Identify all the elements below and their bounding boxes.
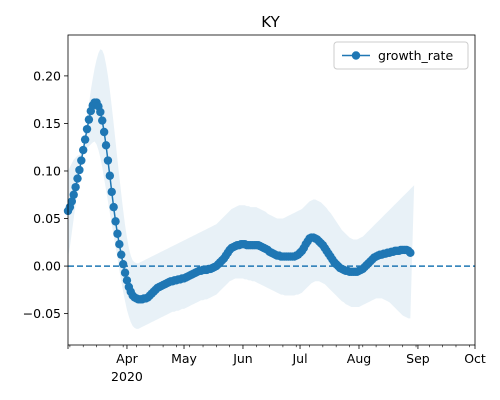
- data-point: [111, 217, 120, 226]
- plot-frame: [67, 34, 476, 346]
- x-tick-label: May: [171, 351, 197, 366]
- data-point: [73, 174, 82, 183]
- data-point: [75, 165, 84, 175]
- data-point: [109, 202, 118, 212]
- x-tick-label: Apr: [116, 351, 138, 366]
- data-point: [120, 268, 130, 277]
- data-point: [67, 197, 77, 206]
- data-point: [105, 171, 115, 180]
- data-point: [99, 127, 109, 137]
- x-tick-label: Oct: [464, 351, 486, 366]
- data-point: [71, 182, 80, 192]
- data-point: [122, 276, 132, 285]
- data-point: [98, 116, 107, 125]
- data-point: [69, 190, 78, 199]
- y-tick-label: 0.20: [33, 68, 61, 83]
- y-tick-label: 0.10: [33, 163, 61, 178]
- x-tick-sublabel: 2020: [111, 369, 143, 384]
- x-tick-label: Jun: [232, 351, 253, 366]
- data-point: [113, 229, 122, 238]
- y-tick-label: 0.00: [33, 259, 61, 274]
- legend-box: [333, 41, 469, 70]
- legend: growth_rate: [333, 41, 469, 70]
- axes-layer: −0.05 0.00 0.05 0.10 0.15 0.20 Apr 2020 May Jun Ju…: [23, 34, 486, 384]
- data-point: [118, 259, 128, 269]
- data-point: [103, 156, 113, 165]
- data-point: [80, 135, 90, 144]
- x-tick-label: Aug: [347, 351, 371, 366]
- y-tick-label: 0.15: [33, 116, 61, 131]
- legend-label: growth_rate: [378, 48, 453, 63]
- legend-marker-swatch: [351, 51, 361, 60]
- y-tick-label: −0.05: [23, 306, 61, 321]
- data-point: [117, 250, 126, 259]
- chart-title: KY: [261, 13, 280, 31]
- data-point: [115, 240, 124, 249]
- data-point: [77, 156, 86, 165]
- y-tick-label: 0.05: [33, 211, 61, 226]
- data-point: [82, 124, 92, 134]
- x-tick-label: Jul: [291, 351, 307, 366]
- data-point: [79, 145, 88, 155]
- data-point: [406, 248, 415, 257]
- x-tick-label: Sep: [406, 351, 430, 366]
- data-point: [96, 107, 105, 117]
- series-layer: [63, 98, 415, 304]
- data-point: [84, 115, 94, 124]
- data-point: [107, 187, 116, 197]
- data-point: [101, 141, 111, 150]
